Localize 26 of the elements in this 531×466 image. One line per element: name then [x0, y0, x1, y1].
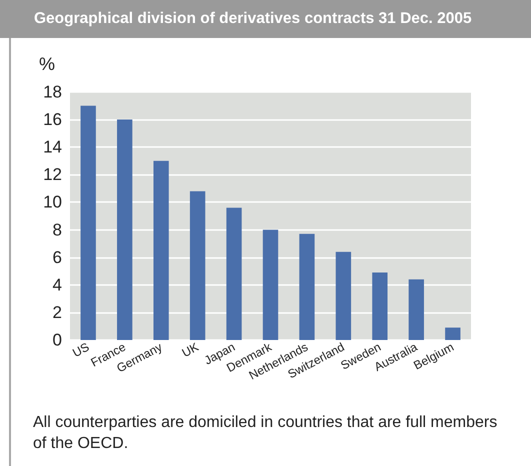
chart-title: Geographical division of derivatives contracts 31 Dec. 2005: [0, 0, 531, 38]
y-tick-label: 6: [52, 248, 62, 267]
x-tick-label: UK: [180, 340, 201, 360]
bar: [226, 208, 242, 340]
bar: [117, 120, 132, 340]
bar: [336, 252, 352, 340]
y-tick-label: 2: [52, 302, 62, 322]
y-tick-label: 4: [52, 275, 62, 294]
y-tick-label: 0: [52, 330, 62, 350]
y-tick-label: 18: [43, 82, 62, 102]
bar: [299, 234, 315, 340]
bar: [408, 279, 424, 340]
y-tick-label: 10: [43, 192, 62, 212]
bar: [153, 160, 169, 340]
y-tick-label: 12: [43, 165, 62, 184]
bar: [262, 230, 278, 340]
x-tick-label: US: [70, 340, 92, 360]
y-axis-title: %: [39, 54, 56, 74]
bar: [190, 191, 206, 340]
bar: [445, 328, 460, 340]
y-tick-label: 14: [43, 138, 62, 157]
bar: [80, 106, 96, 340]
y-tick-label: 8: [52, 220, 62, 240]
text: All counterparties are domiciled in countries that are full members of the OECD.: [33, 413, 498, 454]
bar: [372, 272, 388, 340]
y-tick-label: 16: [43, 110, 62, 130]
